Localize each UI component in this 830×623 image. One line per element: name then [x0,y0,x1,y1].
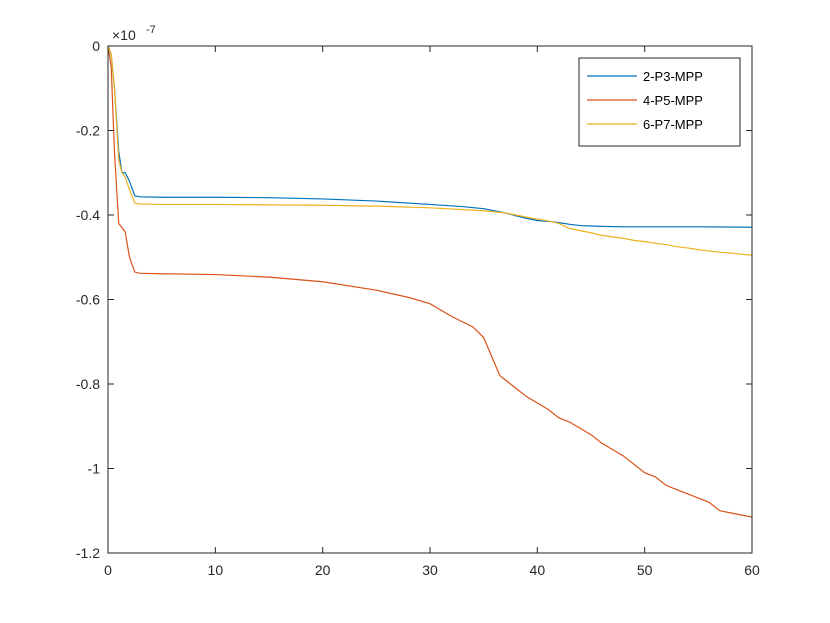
x-tick-label: 40 [530,562,546,578]
series-layer [107,45,753,518]
series-line-1 [107,45,753,228]
x-tick-label: 0 [104,562,112,578]
axis-ticks: 0 10 20 30 40 50 60 0 -0.2 -0.4 -0.6 -0.8 -1 -1.2 [76,38,760,578]
legend-label-1: 2-P3-MPP [643,69,703,84]
legend-label-2: 4-P5-MPP [643,93,703,108]
y-tick-label: -0.2 [76,123,100,139]
y-exponent-label: ×10 [112,27,136,43]
x-tick-label: 50 [637,562,653,578]
y-tick-label: -0.6 [76,292,100,308]
x-tick-label: 10 [208,562,224,578]
y-exponent-power: -7 [146,24,156,36]
legend-label-3: 6-P7-MPP [643,117,703,132]
x-tick-label: 30 [422,562,438,578]
legend: 2-P3-MPP 4-P5-MPP 6-P7-MPP [578,57,741,147]
x-tick-label: 60 [744,562,760,578]
y-tick-label: -1 [88,461,101,477]
y-tick-label: 0 [92,38,100,54]
y-tick-label: -1.2 [76,545,100,561]
series-line-3 [107,45,753,256]
series-line-2 [107,45,753,518]
y-tick-label: -0.4 [76,207,100,223]
legend-box [578,57,741,147]
y-tick-label: -0.8 [76,376,100,392]
x-tick-label: 20 [315,562,331,578]
